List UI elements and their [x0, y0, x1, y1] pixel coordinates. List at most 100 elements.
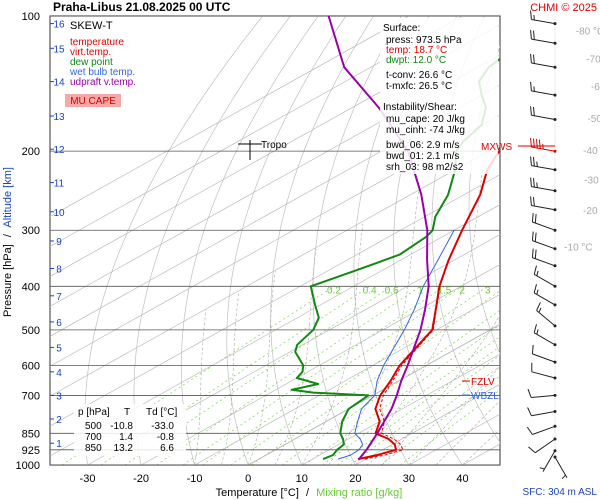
altitude-tick-label: 2	[56, 415, 62, 426]
legend-entry-temperature: temperature	[70, 37, 124, 48]
wind-barb-shaft	[531, 165, 556, 171]
wind-barb-shaft	[533, 292, 556, 306]
wind-barb	[531, 344, 557, 364]
wind-barb-feather	[530, 196, 532, 206]
mu-cape-badge-label: MU CAPE	[70, 96, 116, 107]
moist-adiabat-line	[194, 309, 207, 465]
station-time-title: Praha-Libus 21.08.2025 00 UTC	[53, 0, 231, 14]
bwd-06-value: bwd_06: 2.9 m/s	[386, 140, 459, 151]
wind-barb-half-feather	[536, 329, 539, 335]
moist-adiabat-line	[462, 428, 500, 465]
isotherm-line	[50, 16, 410, 217]
wind-barb-feather	[533, 284, 537, 294]
wind-barb	[530, 177, 557, 193]
levels-row-p: 500	[85, 421, 102, 432]
wind-barb-station-dot	[553, 303, 557, 307]
wind-barb-feather	[530, 177, 532, 187]
wind-barb	[530, 196, 557, 212]
wind-barb-feather	[533, 30, 535, 40]
moist-adiabat-line	[274, 248, 317, 465]
y-axis-title-pressure: Pressure [hPa]	[2, 244, 14, 317]
wind-barb-station-dot	[553, 360, 557, 364]
levels-table-background	[74, 404, 186, 456]
tropopause-label: Tropo	[261, 140, 287, 151]
wind-barb-feather	[531, 344, 534, 354]
wind-barb-station-dot	[553, 410, 557, 413]
temperature-tick-label: 30	[403, 473, 415, 485]
isotherm-label: -60	[591, 82, 600, 93]
surface-dewpoint: dwpt: 12.0 °C	[386, 55, 446, 66]
legend-entry-virtual-temperature: virt.temp.	[70, 47, 111, 58]
wind-barb-half-feather	[539, 467, 545, 470]
wind-barb	[539, 449, 557, 472]
isotherm-line	[140, 264, 500, 465]
wind-barb-station-dot	[553, 41, 557, 45]
wind-barb	[536, 302, 557, 328]
altitude-tick-label: 9	[56, 237, 62, 248]
wind-barb-feather	[531, 248, 534, 258]
wind-barb-shaft	[533, 332, 556, 346]
wind-barb	[530, 106, 557, 121]
wind-barb	[533, 324, 557, 347]
wind-barb-station-dot	[553, 449, 557, 453]
legend-entry-wet-bulb: wet bulb temp.	[69, 67, 135, 78]
pressure-tick-label: 100	[22, 11, 40, 23]
wind-barb-shaft	[554, 456, 568, 479]
isotherm-line	[87, 234, 500, 465]
altitude-tick-label: 12	[53, 145, 65, 156]
pressure-tick-label: 600	[22, 360, 40, 372]
altitude-tick-label: 11	[54, 179, 65, 190]
wind-barb-half-feather	[542, 144, 544, 150]
wind-barb-shaft	[532, 257, 556, 267]
wind-barb-shaft	[532, 425, 556, 435]
mu-cape-value: mu_cape: 20 J/kg	[386, 114, 465, 125]
levels-row-t: 13.2	[114, 443, 134, 454]
isotherm-label: -70	[586, 55, 600, 66]
wind-barb-half-feather	[536, 182, 538, 188]
wind-barb-shaft	[531, 371, 556, 379]
wind-barb-shaft	[532, 221, 556, 231]
wind-barb	[527, 388, 557, 398]
legend-entry-updraft-temperature: udpraft v.temp.	[70, 77, 136, 88]
moist-adiabat-line	[301, 223, 364, 465]
levels-header-td: Td [°C]	[146, 407, 177, 418]
temperature-tick-label: 40	[456, 473, 468, 485]
wind-barb	[530, 30, 557, 45]
surface-title: Surface:	[383, 23, 420, 34]
isotherm-label: -50	[587, 114, 600, 125]
fzlv-label: FZLV	[471, 377, 495, 388]
wind-barb	[528, 437, 557, 454]
pressure-tick-label: 925	[22, 445, 40, 457]
wind-barb-feather	[533, 106, 535, 116]
isotherm-line	[301, 353, 500, 465]
surface-pressure: press: 973.5 hPa	[386, 35, 462, 46]
wind-barb	[530, 53, 557, 69]
altitude-tick-label: 5	[56, 343, 62, 354]
levels-row-p: 700	[85, 432, 102, 443]
mixing-ratio-label: 0.6	[385, 285, 399, 296]
mu-cinh-value: mu_cinh: -74 J/kg	[386, 125, 465, 136]
mixing-ratio-label: 0.4	[363, 285, 377, 296]
wind-barb-shaft	[531, 205, 556, 211]
isotherm-line	[50, 16, 463, 247]
wind-barb-feather	[533, 324, 537, 333]
wind-barb-feather	[533, 54, 535, 64]
wind-barb-feather	[531, 231, 534, 241]
wind-barb-station-dot	[553, 118, 557, 121]
wind-barb-shaft	[536, 310, 556, 327]
mxws-label: MXWS	[481, 142, 512, 153]
legend-title: SKEW-T	[70, 20, 113, 32]
wind-barb-feather	[530, 81, 532, 91]
wind-barb-half-feather	[561, 474, 566, 480]
wind-barb-feather	[530, 156, 532, 166]
wet-bulb-line	[337, 229, 455, 460]
level-markers: Tropo MXWS FZLV WBZL	[238, 140, 555, 402]
wind-barb-feather	[531, 213, 534, 223]
isotherm-line	[355, 383, 500, 465]
credit-label: CHMI © 2025	[530, 2, 597, 14]
wind-barb-station-dot	[553, 208, 557, 212]
wind-barb-feather	[538, 139, 541, 149]
altitude-tick-label: 7	[56, 292, 62, 303]
